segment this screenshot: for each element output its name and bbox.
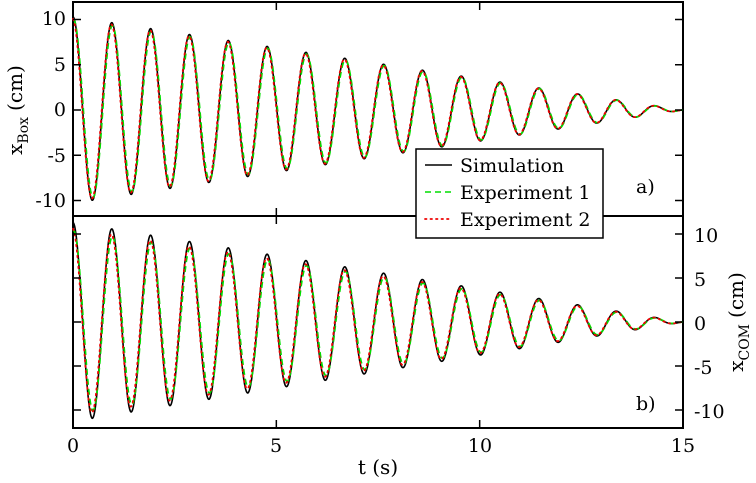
panel-b-y-axis-title: xCOM (cm) [724,272,753,372]
x-tick-labels: 0 5 10 15 [67,435,695,457]
series-line-simulation [72,221,684,420]
x-axis-title: t (s) [358,455,398,479]
y-title-unit: (cm) [3,65,27,111]
panel-b-y-tick-labels: -10 -5 0 5 10 [694,225,725,423]
panel-a-y-tick-label: -10 [35,190,66,212]
legend: Simulation Experiment 1 Experiment 2 [415,148,604,239]
panel-a-y-tick-label: 10 [42,8,66,30]
panel-a-y-axis-title: xBox (cm) [3,65,32,155]
panel-a-y-tick-labels: -10 -5 0 5 10 [35,8,66,212]
y-title-main: x [3,143,27,155]
panel-b-frame [72,215,684,429]
x-tick-label: 0 [67,435,79,457]
legend-box [415,148,604,239]
y-title-subscript: COM [737,324,753,361]
panel-b-y-tick-label: 10 [694,225,718,247]
legend-label-experiment-1: Experiment 1 [460,182,590,204]
panel-b-series [72,221,684,420]
x-tick-label: 10 [468,435,492,457]
y-title-unit: (cm) [724,272,748,318]
panel-a-y-tick-label: 5 [54,54,66,76]
legend-label-simulation: Simulation [460,155,564,177]
panel-b-y-tick-label: -5 [694,357,713,379]
panel-b-y-tick-label: 5 [694,269,706,291]
series-line-experiment-2 [72,17,684,200]
panel-b-y-tick-label: -10 [694,401,725,423]
y-title-subscript: Box [16,117,32,144]
y-title-main: x [724,360,748,372]
x-tick-label: 15 [671,435,695,457]
legend-label-experiment-2: Experiment 2 [460,209,590,231]
x-tick-label: 5 [270,435,282,457]
series-line-experiment-2 [72,227,684,414]
panel-a-series [72,16,684,202]
panel-b-y-tick-label: 0 [694,313,706,335]
panel-a-y-tick-label: 0 [54,99,66,121]
panel-b-tag: b) [636,393,656,415]
ticks [72,2,684,428]
panel-a-tag: a) [636,176,655,198]
panel-a-y-tick-label: -5 [47,145,66,167]
series-line-experiment-1 [72,229,684,412]
